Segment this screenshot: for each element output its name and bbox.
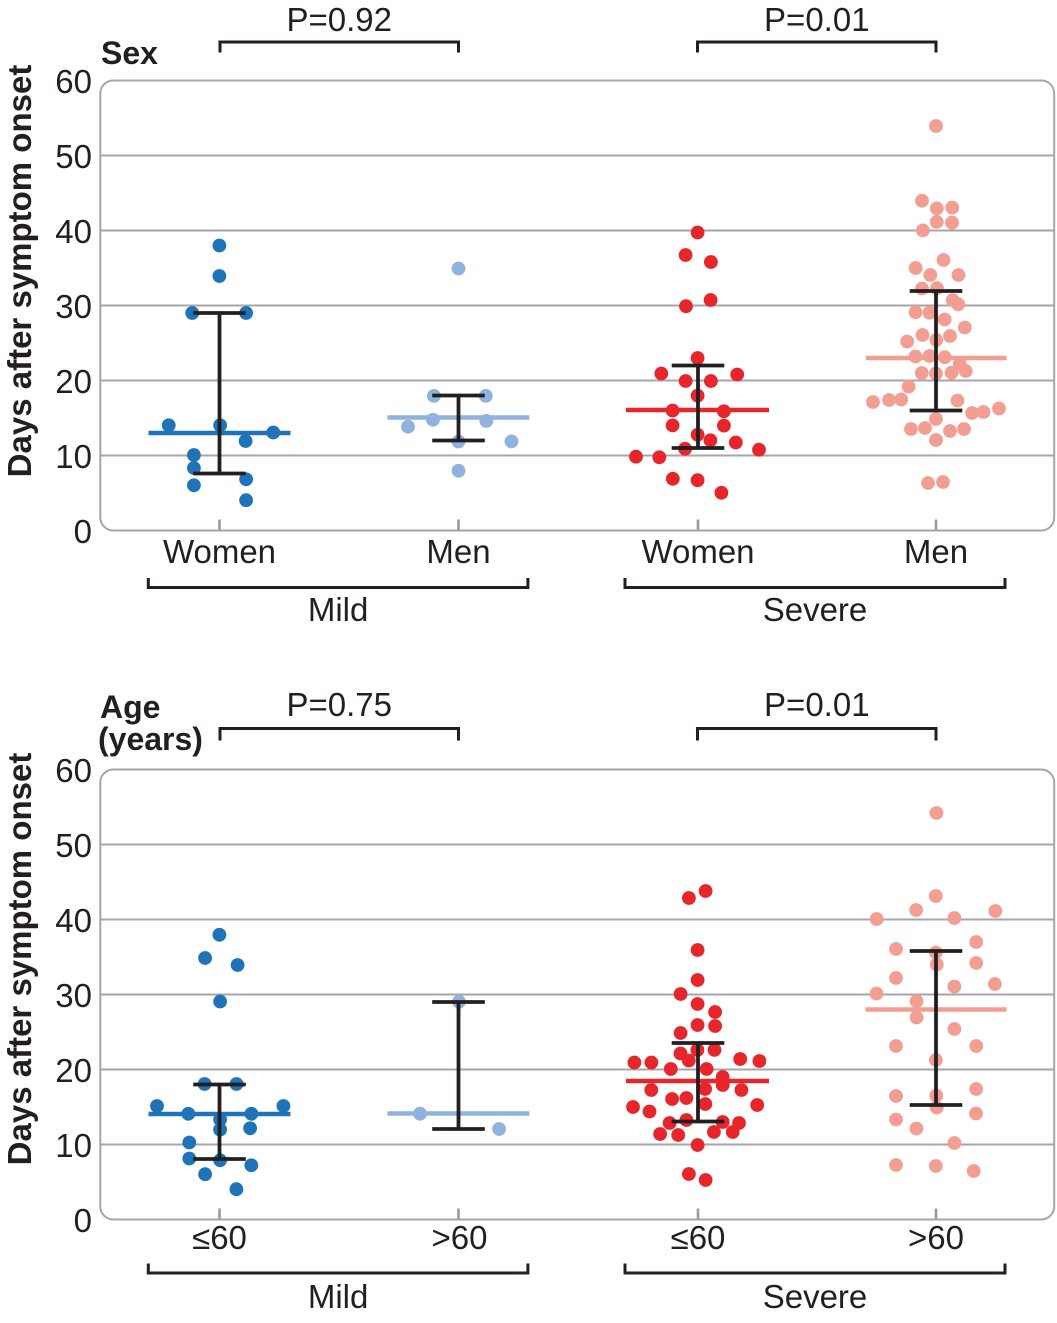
svg-text:30: 30	[55, 288, 92, 325]
svg-text:P=0.75: P=0.75	[286, 686, 392, 723]
svg-text:Severe: Severe	[763, 591, 868, 628]
svg-text:60: 60	[55, 752, 92, 789]
svg-text:30: 30	[55, 977, 92, 1014]
svg-text:0: 0	[74, 513, 92, 550]
svg-text:50: 50	[55, 138, 92, 175]
svg-text:10: 10	[55, 438, 92, 475]
svg-text:Sex: Sex	[101, 35, 158, 71]
svg-text:40: 40	[55, 213, 92, 250]
svg-text:60: 60	[55, 63, 92, 100]
svg-text:≤60: ≤60	[192, 1219, 247, 1256]
svg-text:≤60: ≤60	[671, 1219, 726, 1256]
svg-text:Mild: Mild	[308, 591, 369, 628]
svg-text:Mild: Mild	[308, 1278, 369, 1315]
svg-text:P=0.01: P=0.01	[764, 686, 870, 723]
svg-text:>60: >60	[908, 1219, 964, 1256]
svg-text:Women: Women	[163, 533, 276, 570]
svg-text:Men: Men	[904, 533, 968, 570]
svg-text:40: 40	[55, 902, 92, 939]
svg-text:Days after symptom onset: Days after symptom onset	[1, 65, 38, 478]
svg-text:20: 20	[55, 1052, 92, 1089]
svg-text:Severe: Severe	[763, 1278, 868, 1315]
svg-text:(years): (years)	[98, 721, 203, 757]
svg-text:>60: >60	[432, 1219, 488, 1256]
svg-text:P=0.01: P=0.01	[764, 1, 870, 38]
svg-text:P=0.92: P=0.92	[286, 1, 392, 38]
svg-text:50: 50	[55, 827, 92, 864]
svg-text:Age: Age	[100, 689, 160, 725]
svg-text:Women: Women	[641, 533, 754, 570]
svg-text:Men: Men	[426, 533, 490, 570]
svg-text:0: 0	[74, 1202, 92, 1239]
svg-text:10: 10	[55, 1127, 92, 1164]
svg-text:20: 20	[55, 363, 92, 400]
svg-text:Days after symptom onset: Days after symptom onset	[1, 753, 38, 1166]
